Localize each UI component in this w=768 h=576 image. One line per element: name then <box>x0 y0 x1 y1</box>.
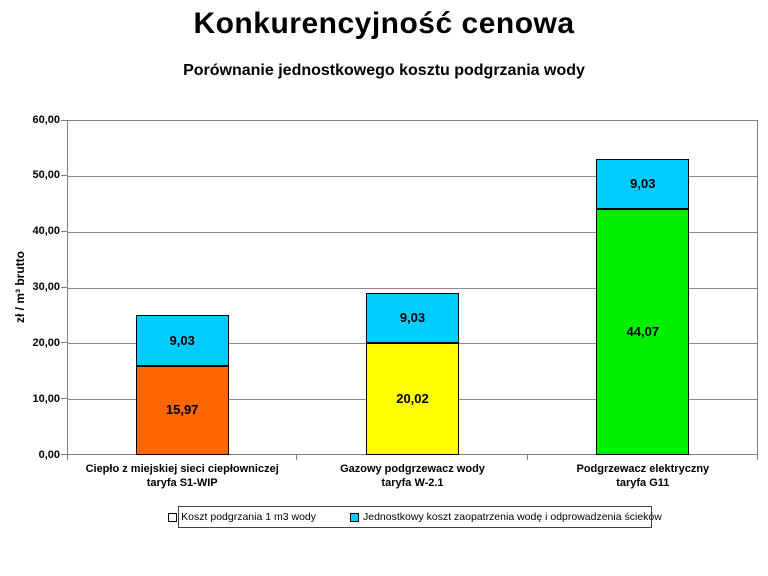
gridline <box>68 175 757 177</box>
y-tick-mark <box>61 398 67 400</box>
x-category-label-line: Ciepło z miejskiej sieci ciepłowniczej <box>85 463 279 475</box>
y-tick-label: 0,00 <box>38 448 60 461</box>
y-tick-label: 10,00 <box>32 392 60 405</box>
y-tick-label: 40,00 <box>32 225 60 238</box>
bar-value-label: 9,03 <box>399 310 426 325</box>
x-category-label-line: taryfa W-2.1 <box>381 477 444 489</box>
y-tick-label: 30,00 <box>32 281 60 293</box>
y-tick-mark <box>61 230 67 232</box>
x-category-label-line: Gazowy podgrzewacz wody <box>340 463 485 475</box>
gridline <box>68 287 757 289</box>
x-category-label: Gazowy podgrzewacz wody taryfa W-2.1 <box>297 462 527 490</box>
bar-value-label: 9,03 <box>630 175 656 191</box>
bar-segment <box>596 208 690 455</box>
y-tick-mark <box>61 120 67 121</box>
chart-title: Konkurencyjność cenowa <box>193 7 575 40</box>
bar-value-label: 44,07 <box>626 323 660 339</box>
x-tick-mark <box>526 455 528 460</box>
x-tick-mark <box>67 455 68 460</box>
gridline <box>68 231 757 233</box>
y-tick-mark <box>61 342 67 344</box>
y-tick-mark <box>61 454 67 455</box>
x-category-label-line: taryfa S1-WIP <box>146 477 218 489</box>
legend: Koszt podgrzania 1 m3 wody Jednostkowy ko… <box>168 506 662 528</box>
x-tick-mark <box>757 455 758 460</box>
x-category-label-line: Podgrzewacz elektryczny <box>576 463 710 475</box>
bar-value-label: 20,02 <box>396 391 429 407</box>
bar-value-label: 9,03 <box>169 332 195 348</box>
legend-swatch <box>350 512 359 522</box>
y-tick-label: 60,00 <box>32 113 60 126</box>
bar-segment <box>596 158 690 209</box>
bar-segment <box>135 315 229 366</box>
x-category-label: Ciepło z miejskiej sieci ciepłowniczej ta… <box>67 462 297 490</box>
x-tick-mark <box>296 455 298 460</box>
legend-swatch <box>168 512 178 522</box>
chart-subtitle: Porównanie jednostkowego kosztu podgrzan… <box>183 62 585 79</box>
bar-segment <box>366 343 459 455</box>
legend-item: Jednostkowy koszt zaopatrzenia wodę i od… <box>350 511 662 523</box>
legend-label: Jednostkowy koszt zaopatrzenia wodę i od… <box>363 511 662 523</box>
x-category-label-line: taryfa G11 <box>616 477 670 489</box>
legend-item: Koszt podgrzania 1 m3 wody <box>168 511 316 523</box>
bar-segment <box>135 365 229 455</box>
y-tick-label: 50,00 <box>32 169 60 182</box>
y-tick-label: 20,00 <box>32 336 60 349</box>
y-tick-mark <box>61 286 67 288</box>
legend-label: Koszt podgrzania 1 m3 wody <box>181 511 316 523</box>
y-tick-mark <box>61 174 67 176</box>
bar-segment <box>366 292 459 344</box>
bar-value-label: 15,97 <box>165 402 199 418</box>
x-category-label: Podgrzewacz elektryczny taryfa G11 <box>528 462 758 490</box>
